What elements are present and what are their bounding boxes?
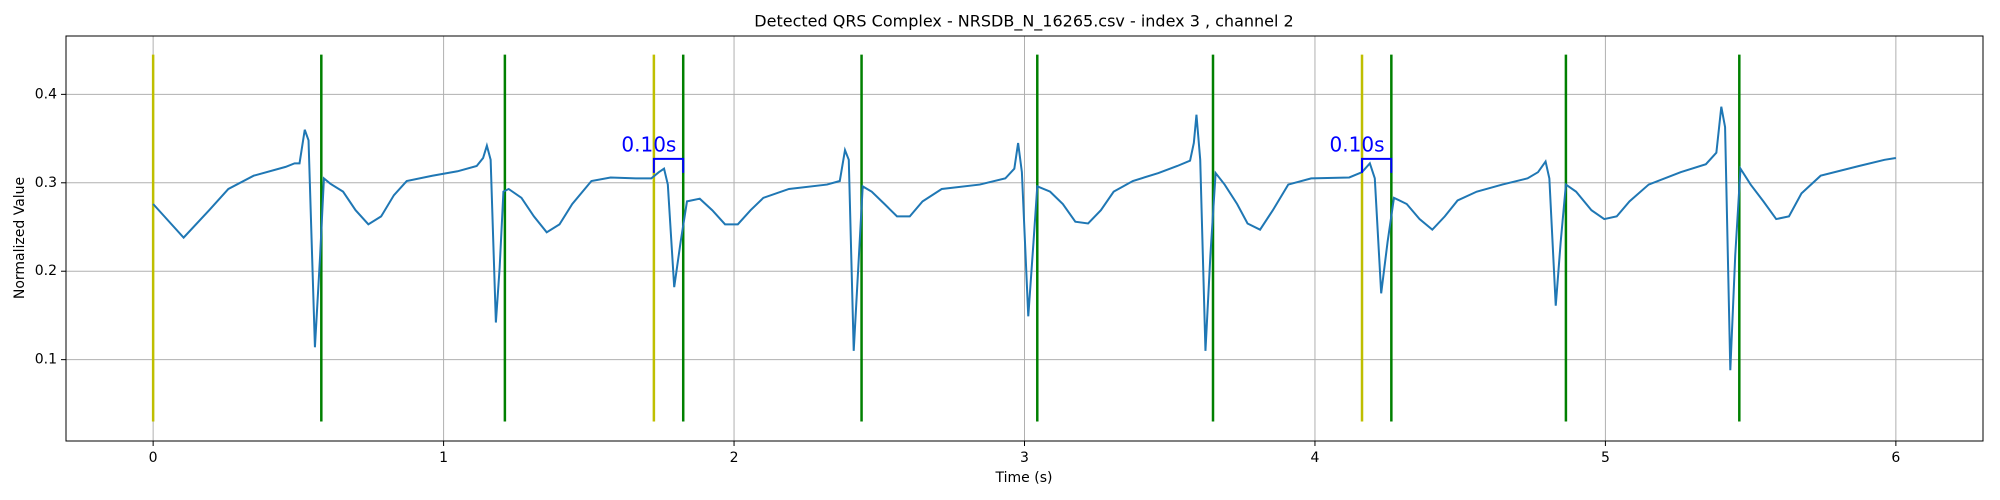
y-tick-label: 0.2 xyxy=(35,263,57,279)
x-tick-label: 3 xyxy=(1020,450,1029,466)
x-tick-label: 4 xyxy=(1310,450,1319,466)
x-tick-label: 5 xyxy=(1601,450,1610,466)
interval-label: 0.10s xyxy=(621,132,676,156)
chart-title: Detected QRS Complex - NRSDB_N_16265.csv… xyxy=(754,12,1293,32)
interval-bracket xyxy=(1361,157,1393,173)
interval-bracket xyxy=(652,157,685,173)
plot-frame xyxy=(65,35,1984,442)
x-tick-label: 2 xyxy=(730,450,739,466)
signal-line xyxy=(152,106,1897,371)
x-tick-label: 1 xyxy=(439,450,448,466)
y-tick-label: 0.4 xyxy=(35,86,57,102)
x-tick-label: 0 xyxy=(149,450,158,466)
y-tick-label: 0.3 xyxy=(35,175,57,191)
y-tick-label: 0.1 xyxy=(35,352,57,368)
x-tick-label: 6 xyxy=(1891,450,1900,466)
interval-label: 0.10s xyxy=(1330,132,1385,156)
x-axis-label: Time (s) xyxy=(995,470,1053,486)
y-axis-label: Normalized Value xyxy=(12,177,28,299)
